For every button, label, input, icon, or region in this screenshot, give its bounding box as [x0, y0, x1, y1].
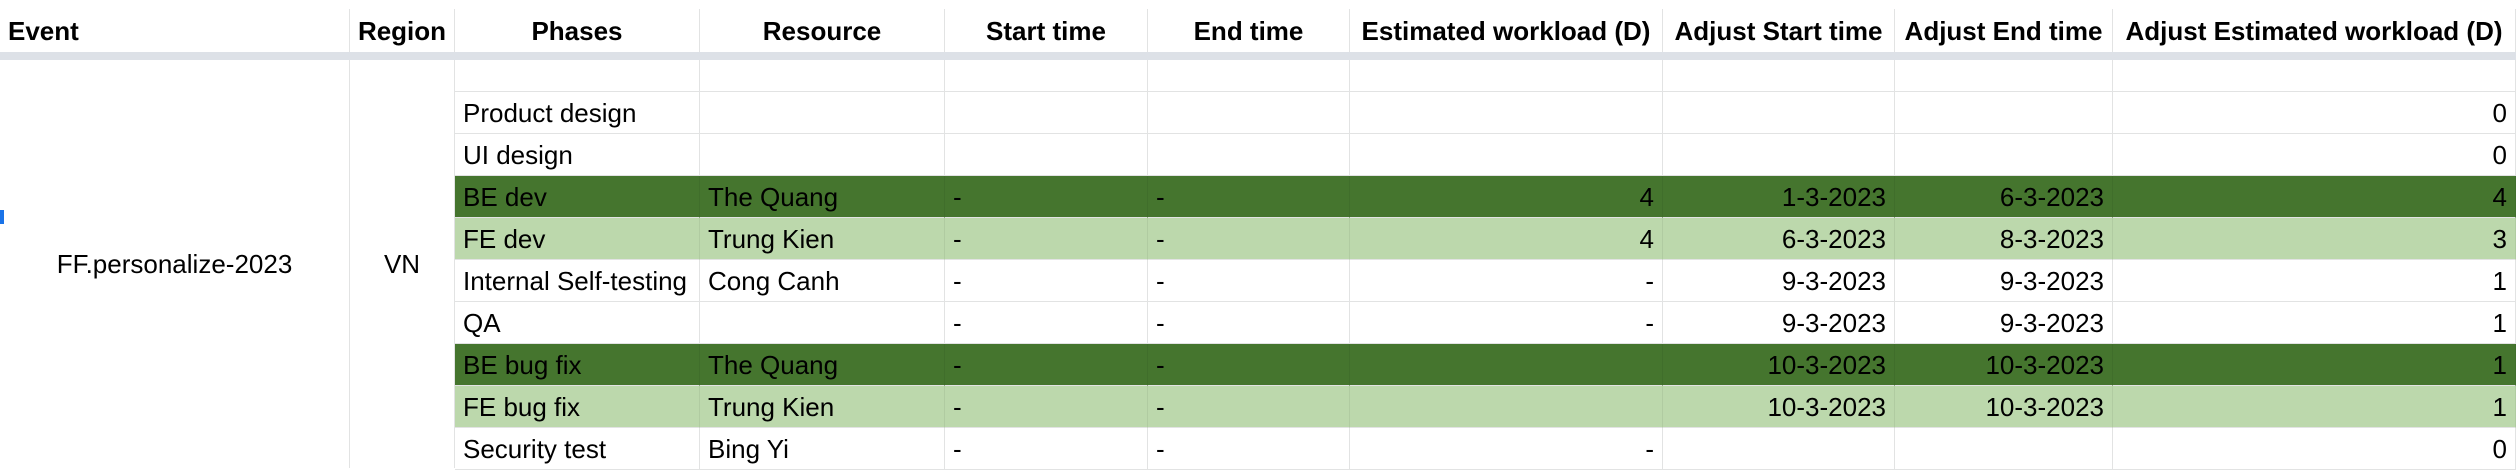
end-time-cell[interactable] — [1148, 92, 1350, 134]
adjust-estimated-workload-cell[interactable]: 3 — [2113, 218, 2516, 260]
start-time-cell[interactable]: - — [945, 302, 1148, 344]
column-header[interactable]: Adjust Start time — [1663, 9, 1895, 53]
phase-cell[interactable]: Internal Self-testing — [455, 260, 700, 302]
adjust-estimated-workload-cell[interactable]: 1 — [2113, 386, 2516, 428]
resource-cell[interactable] — [700, 134, 945, 176]
adjust-start-time-cell[interactable] — [1663, 92, 1895, 134]
adjust-start-time-cell[interactable] — [1663, 428, 1895, 470]
estimated-workload-cell[interactable]: 4 — [1350, 176, 1663, 218]
empty-cell[interactable] — [1895, 60, 2113, 92]
frozen-row-divider[interactable] — [0, 52, 2516, 60]
empty-cell[interactable] — [1350, 60, 1663, 92]
event-cell[interactable]: FF.personalize-2023 — [0, 60, 350, 468]
adjust-end-time-cell[interactable] — [1895, 428, 2113, 470]
empty-cell[interactable] — [1148, 60, 1350, 92]
resource-cell[interactable] — [700, 92, 945, 134]
end-time-cell[interactable]: - — [1148, 386, 1350, 428]
estimated-workload-cell[interactable]: - — [1350, 428, 1663, 470]
start-time-cell[interactable]: - — [945, 386, 1148, 428]
resource-cell[interactable]: Bing Yi — [700, 428, 945, 470]
region-value: VN — [383, 248, 421, 279]
column-header[interactable]: Region — [350, 9, 455, 53]
start-time-cell[interactable] — [945, 92, 1148, 134]
phase-cell[interactable]: BE bug fix — [455, 344, 700, 386]
empty-cell[interactable] — [2113, 60, 2516, 92]
adjust-start-time-cell[interactable]: 1-3-2023 — [1663, 176, 1895, 218]
adjust-end-time-cell[interactable]: 9-3-2023 — [1895, 260, 2113, 302]
start-time-cell[interactable]: - — [945, 260, 1148, 302]
column-header[interactable]: Adjust Estimated workload (D) — [2113, 9, 2516, 53]
adjust-start-time-cell[interactable]: 10-3-2023 — [1663, 386, 1895, 428]
adjust-end-time-cell[interactable]: 6-3-2023 — [1895, 176, 2113, 218]
column-header[interactable]: End time — [1148, 9, 1350, 53]
resource-cell[interactable]: The Quang — [700, 344, 945, 386]
phase-cell[interactable]: FE dev — [455, 218, 700, 260]
adjust-end-time-cell[interactable]: 10-3-2023 — [1895, 386, 2113, 428]
end-time-cell[interactable] — [1148, 134, 1350, 176]
column-header[interactable]: Event — [0, 9, 350, 53]
adjust-end-time-cell[interactable]: 8-3-2023 — [1895, 218, 2113, 260]
column-header[interactable]: Resource — [700, 9, 945, 53]
column-header[interactable]: Phases — [455, 9, 700, 53]
resource-cell[interactable] — [700, 302, 945, 344]
column-header[interactable]: Start time — [945, 9, 1148, 53]
estimated-workload-cell[interactable]: - — [1350, 302, 1663, 344]
phase-cell[interactable]: BE dev — [455, 176, 700, 218]
end-time-cell[interactable]: - — [1148, 260, 1350, 302]
adjust-estimated-workload-cell[interactable]: 0 — [2113, 134, 2516, 176]
column-header[interactable]: Adjust End time — [1895, 9, 2113, 53]
event-name: FF.personalize-2023 — [56, 248, 293, 279]
empty-cell[interactable] — [700, 60, 945, 92]
estimated-workload-cell[interactable]: - — [1350, 260, 1663, 302]
adjust-end-time-cell[interactable]: 10-3-2023 — [1895, 344, 2113, 386]
estimated-workload-cell[interactable]: 4 — [1350, 218, 1663, 260]
selection-indicator — [0, 210, 4, 224]
end-time-cell[interactable]: - — [1148, 302, 1350, 344]
phase-cell[interactable]: FE bug fix — [455, 386, 700, 428]
start-time-cell[interactable]: - — [945, 344, 1148, 386]
end-time-cell[interactable]: - — [1148, 428, 1350, 470]
resource-cell[interactable]: Trung Kien — [700, 386, 945, 428]
adjust-estimated-workload-cell[interactable]: 4 — [2113, 176, 2516, 218]
phase-cell[interactable]: UI design — [455, 134, 700, 176]
adjust-end-time-cell[interactable] — [1895, 92, 2113, 134]
resource-cell[interactable]: Cong Canh — [700, 260, 945, 302]
start-time-cell[interactable] — [945, 134, 1148, 176]
estimated-workload-cell[interactable] — [1350, 92, 1663, 134]
estimated-workload-cell[interactable] — [1350, 386, 1663, 428]
adjust-end-time-cell[interactable] — [1895, 134, 2113, 176]
column-header[interactable]: Estimated workload (D) — [1350, 9, 1663, 53]
phase-cell[interactable]: Security test — [455, 428, 700, 470]
estimated-workload-cell[interactable] — [1350, 134, 1663, 176]
adjust-start-time-cell[interactable]: 10-3-2023 — [1663, 344, 1895, 386]
start-time-cell[interactable]: - — [945, 428, 1148, 470]
resource-cell[interactable]: Trung Kien — [700, 218, 945, 260]
adjust-end-time-cell[interactable]: 9-3-2023 — [1895, 302, 2113, 344]
end-time-cell[interactable]: - — [1148, 218, 1350, 260]
start-time-cell[interactable]: - — [945, 218, 1148, 260]
phase-cell[interactable]: Product design — [455, 92, 700, 134]
estimated-workload-cell[interactable] — [1350, 344, 1663, 386]
adjust-estimated-workload-cell[interactable]: 1 — [2113, 344, 2516, 386]
adjust-start-time-cell[interactable]: 6-3-2023 — [1663, 218, 1895, 260]
empty-cell[interactable] — [1663, 60, 1895, 92]
phase-cell[interactable]: QA — [455, 302, 700, 344]
end-time-cell[interactable]: - — [1148, 176, 1350, 218]
adjust-estimated-workload-cell[interactable]: 0 — [2113, 92, 2516, 134]
adjust-estimated-workload-cell[interactable]: 1 — [2113, 260, 2516, 302]
adjust-estimated-workload-cell[interactable]: 0 — [2113, 428, 2516, 470]
adjust-start-time-cell[interactable]: 9-3-2023 — [1663, 260, 1895, 302]
empty-cell[interactable] — [455, 60, 700, 92]
resource-cell[interactable]: The Quang — [700, 176, 945, 218]
adjust-start-time-cell[interactable]: 9-3-2023 — [1663, 302, 1895, 344]
adjust-estimated-workload-cell[interactable]: 1 — [2113, 302, 2516, 344]
adjust-start-time-cell[interactable] — [1663, 134, 1895, 176]
start-time-cell[interactable]: - — [945, 176, 1148, 218]
end-time-cell[interactable]: - — [1148, 344, 1350, 386]
region-cell[interactable]: VN — [350, 60, 455, 468]
empty-cell[interactable] — [945, 60, 1148, 92]
